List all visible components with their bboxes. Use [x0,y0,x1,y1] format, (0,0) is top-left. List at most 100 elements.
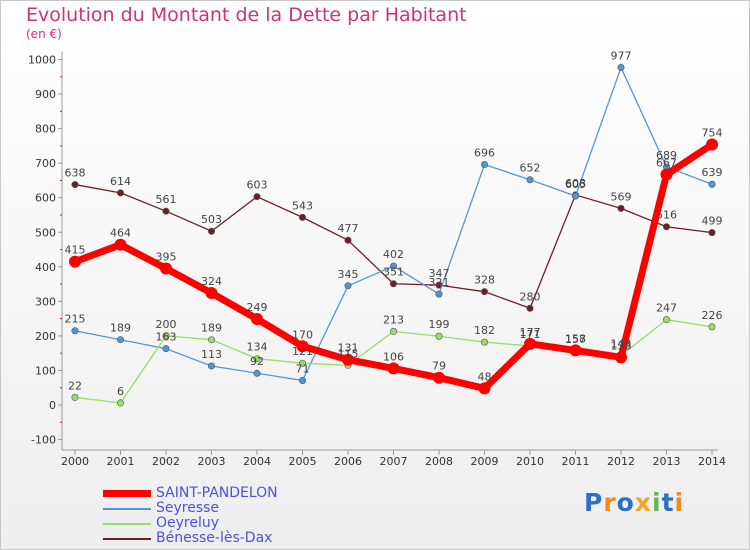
data-point [708,180,716,188]
data-point [298,213,306,221]
data-label: 113 [201,348,222,361]
data-point [71,327,79,335]
data-point [662,316,670,324]
data-point [660,168,673,181]
data-point [478,382,491,395]
data-label: 652 [520,162,541,175]
data-point [298,376,306,384]
chart-unit-label: (en €) [26,27,62,41]
data-label: 561 [156,193,177,206]
data-label: 667 [656,157,677,170]
data-label: 213 [383,313,404,326]
data-point [389,327,397,335]
y-tick-label: 1000 [28,54,56,67]
data-label: 92 [250,355,264,368]
data-point [162,332,170,340]
data-point [208,227,216,235]
data-label: 143 [611,338,632,351]
legend-swatch [103,538,151,540]
x-tick-label: 2011 [562,455,590,468]
chart-title: Evolution du Montant de la Dette par Hab… [26,4,467,26]
data-label: 6 [117,385,124,398]
data-label: 499 [702,215,723,228]
data-label: 477 [338,222,359,235]
data-point [526,304,534,312]
data-point [433,371,445,384]
data-label: 516 [656,209,677,222]
data-point [208,362,216,370]
x-tick-label: 2001 [107,455,135,468]
data-label: 134 [247,341,268,354]
data-point [71,181,79,189]
data-point [706,138,718,151]
data-point [117,336,125,344]
data-label: 106 [383,350,404,363]
x-tick-label: 2014 [698,455,726,468]
data-label: 324 [201,275,222,288]
data-point [208,336,216,344]
data-label: 280 [520,290,541,303]
data-point [480,338,488,346]
data-label: 170 [292,328,313,341]
data-label: 754 [702,126,723,139]
y-tick-label: 800 [35,123,56,136]
y-tick-label: -100 [31,434,56,447]
data-label: 249 [247,301,268,314]
x-tick-label: 2000 [61,455,89,468]
data-label: 158 [565,332,586,345]
legend-swatch [103,490,151,497]
data-label: 689 [656,149,677,162]
data-point [571,192,579,200]
data-label: 345 [338,268,359,281]
data-point [160,262,172,275]
data-point [296,340,309,353]
data-label: 163 [156,331,177,344]
data-label: 226 [702,309,723,322]
data-point [342,353,354,366]
y-tick-label: 900 [35,88,56,101]
x-tick-label: 2012 [607,455,635,468]
data-point [617,63,625,71]
legend-label: Seyresse [156,500,220,516]
y-tick-label: 200 [35,330,56,343]
data-label: 605 [565,178,586,191]
data-label: 977 [611,49,632,62]
data-point [435,332,443,340]
data-point [344,236,352,244]
proxiti-logo: Proxiti [584,488,685,517]
data-point [524,337,536,350]
data-point [253,369,261,377]
legend-label: Bénesse-lès-Dax [156,530,273,546]
data-point [389,262,397,270]
data-point [387,362,400,375]
data-point [344,282,352,290]
data-label: 351 [383,266,404,279]
data-label: 638 [65,167,86,180]
data-label: 395 [156,251,177,264]
y-tick-label: 100 [35,364,56,377]
data-label: 247 [656,302,677,315]
data-label: 157 [565,333,586,346]
data-point [71,393,79,401]
x-tick-label: 2003 [198,455,226,468]
data-label: 608 [565,177,586,190]
data-label: 603 [247,179,268,192]
data-point [480,288,488,296]
data-label: 215 [65,313,86,326]
legend-label: Oeyreluy [156,515,220,531]
x-tick-label: 2002 [152,455,180,468]
data-label: 200 [156,318,177,331]
data-point [117,399,125,407]
data-label: 347 [429,267,450,280]
data-label: 614 [110,175,131,188]
y-tick-label: 0 [49,399,56,412]
x-tick-label: 2005 [289,455,317,468]
data-label: 71 [296,362,310,375]
data-label: 121 [292,345,313,358]
legend-label: SAINT-PANDELON [156,485,278,501]
data-label: 464 [110,227,131,240]
x-tick-label: 2008 [425,455,453,468]
data-point [708,323,716,331]
